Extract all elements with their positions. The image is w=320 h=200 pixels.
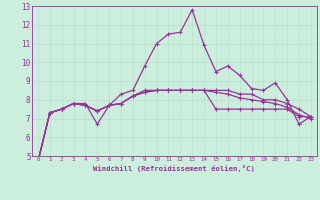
X-axis label: Windchill (Refroidissement éolien,°C): Windchill (Refroidissement éolien,°C)	[93, 165, 255, 172]
